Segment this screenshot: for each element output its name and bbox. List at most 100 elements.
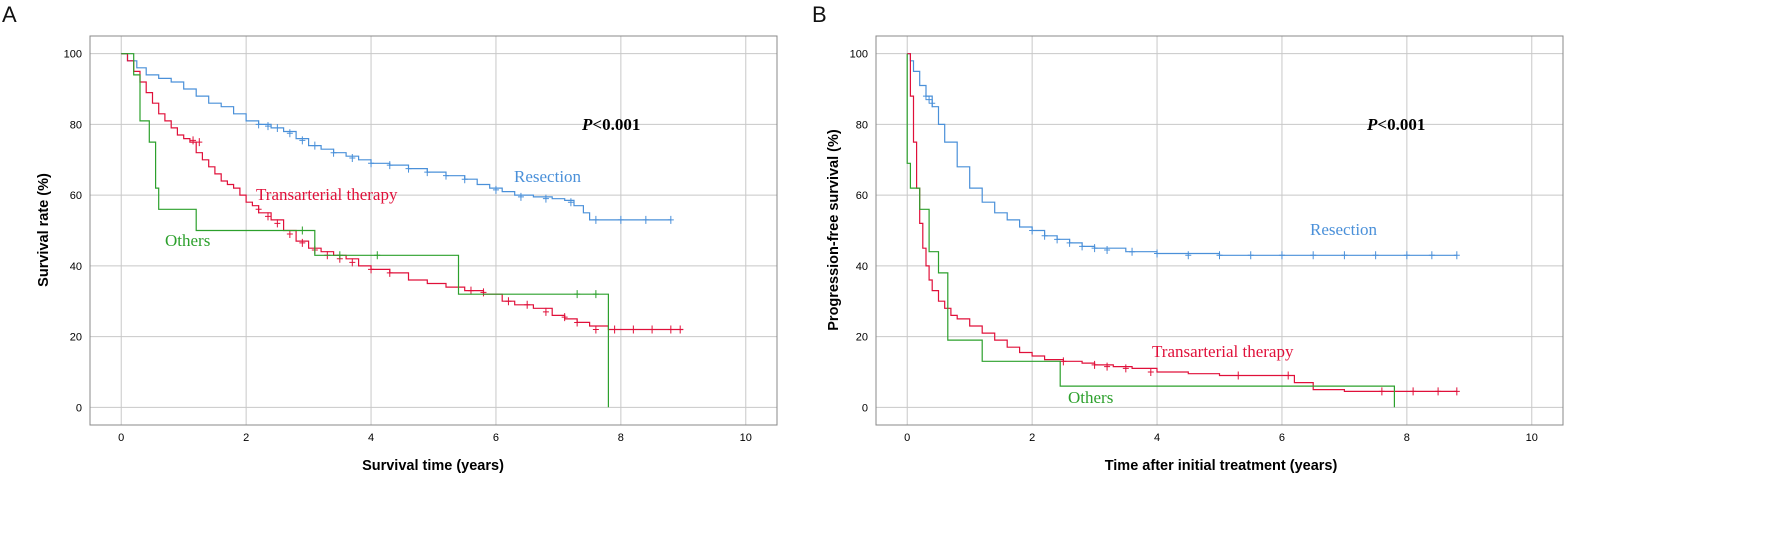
- p-value-symbol: P: [581, 115, 593, 134]
- y-tick-label: 40: [70, 261, 82, 273]
- censor-mark-transarterial-therapy: [368, 265, 375, 274]
- censor-mark-resection: [255, 120, 262, 129]
- censor-mark-transarterial-therapy: [1147, 367, 1154, 376]
- series-label-others: Others: [165, 231, 210, 250]
- censor-mark-resection: [1310, 251, 1317, 260]
- censor-mark-resection: [386, 161, 393, 170]
- censor-mark-resection: [368, 159, 375, 168]
- censor-mark-transarterial-therapy: [349, 258, 356, 267]
- censor-mark-resection: [1185, 251, 1192, 260]
- x-tick-label: 2: [243, 432, 249, 444]
- y-tick-label: 100: [850, 49, 868, 61]
- series-line-resection: [121, 53, 671, 221]
- censor-mark-transarterial-therapy: [574, 318, 581, 327]
- y-axis-title: Progression-free survival (%): [826, 129, 842, 331]
- censor-mark-resection: [667, 215, 674, 224]
- censor-mark-resection: [1247, 251, 1254, 260]
- p-value-text: <0.001: [1377, 115, 1425, 134]
- panel-letter: B: [812, 2, 827, 27]
- censor-mark-transarterial-therapy: [299, 238, 306, 247]
- p-value-symbol: P: [1366, 115, 1378, 134]
- x-tick-label: 2: [1029, 432, 1035, 444]
- plot-frame: [875, 35, 1564, 426]
- series-label-resection: Resection: [1310, 220, 1378, 239]
- censor-mark-resection: [1054, 235, 1061, 244]
- censor-mark-resection: [517, 192, 524, 201]
- censor-mark-resection: [1041, 231, 1048, 240]
- censor-mark-transarterial-therapy: [592, 325, 599, 334]
- censor-mark-transarterial-therapy: [1285, 371, 1292, 380]
- x-tick-label: 0: [904, 432, 910, 444]
- censor-mark-resection: [922, 92, 929, 101]
- censor-mark-resection: [592, 215, 599, 224]
- censor-mark-resection: [1079, 242, 1086, 251]
- censor-mark-transarterial-therapy: [542, 307, 549, 316]
- censor-mark-transarterial-therapy: [1235, 371, 1242, 380]
- x-tick-label: 0: [118, 432, 124, 444]
- censor-mark-resection: [1372, 251, 1379, 260]
- censor-mark-transarterial-therapy: [190, 136, 197, 145]
- censor-mark-resection: [1129, 247, 1136, 256]
- censor-mark-resection: [567, 198, 574, 207]
- y-tick-label: 20: [856, 332, 868, 344]
- series-line-others: [121, 53, 609, 408]
- censor-mark-resection: [617, 215, 624, 224]
- censor-mark-transarterial-therapy: [286, 230, 293, 239]
- panel-letter: A: [2, 2, 17, 27]
- series-line-transarterial-therapy: [121, 53, 684, 331]
- series-label-transarterial-therapy: Transarterial therapy: [1152, 342, 1294, 361]
- censor-mark-resection: [461, 175, 468, 184]
- y-axis-title: Survival rate (%): [36, 173, 52, 287]
- censor-mark-others: [592, 290, 599, 299]
- censor-mark-resection: [1341, 251, 1348, 260]
- censor-mark-transarterial-therapy: [196, 138, 203, 147]
- censor-mark-resection: [286, 129, 293, 138]
- censor-mark-transarterial-therapy: [467, 286, 474, 295]
- y-tick-label: 0: [76, 402, 82, 414]
- censor-mark-transarterial-therapy: [524, 300, 531, 309]
- censor-mark-transarterial-therapy: [1435, 387, 1442, 396]
- series-label-resection: Resection: [514, 167, 582, 186]
- censor-mark-others: [336, 251, 343, 260]
- censor-mark-resection: [274, 123, 281, 132]
- censor-mark-resection: [1104, 245, 1111, 254]
- p-value-annotation: P<0.001: [581, 115, 640, 134]
- x-tick-label: 6: [493, 432, 499, 444]
- censor-mark-transarterial-therapy: [1060, 357, 1067, 366]
- x-tick-label: 4: [1154, 432, 1160, 444]
- censor-mark-transarterial-therapy: [274, 219, 281, 228]
- censor-mark-resection: [1453, 251, 1460, 260]
- censor-mark-transarterial-therapy: [1104, 362, 1111, 371]
- censor-mark-transarterial-therapy: [1410, 387, 1417, 396]
- p-value-text: <0.001: [592, 115, 640, 134]
- plot-frame: [89, 35, 778, 426]
- x-tick-label: 6: [1279, 432, 1285, 444]
- x-tick-label: 10: [740, 432, 752, 444]
- censor-mark-resection: [1278, 251, 1285, 260]
- x-tick-label: 10: [1526, 432, 1538, 444]
- censor-mark-resection: [1154, 249, 1161, 258]
- censor-mark-transarterial-therapy: [561, 313, 568, 322]
- censor-mark-transarterial-therapy: [630, 325, 637, 334]
- censor-mark-resection: [264, 122, 271, 131]
- p-value-annotation: P<0.001: [1366, 115, 1425, 134]
- censor-mark-transarterial-therapy: [611, 325, 618, 334]
- censor-mark-transarterial-therapy: [1453, 387, 1460, 396]
- censor-mark-transarterial-therapy: [1378, 387, 1385, 396]
- y-tick-label: 80: [856, 119, 868, 131]
- y-tick-label: 100: [64, 49, 82, 61]
- censor-mark-transarterial-therapy: [677, 325, 684, 334]
- series-label-transarterial-therapy: Transarterial therapy: [256, 185, 398, 204]
- censor-mark-resection: [642, 215, 649, 224]
- censor-mark-resection: [542, 194, 549, 203]
- censor-mark-resection: [1403, 251, 1410, 260]
- x-tick-label: 8: [618, 432, 624, 444]
- x-axis-title: Survival time (years): [362, 458, 504, 474]
- censor-mark-resection: [349, 154, 356, 163]
- censor-mark-resection: [1029, 226, 1036, 235]
- censor-mark-resection: [299, 136, 306, 145]
- censor-mark-transarterial-therapy: [649, 325, 656, 334]
